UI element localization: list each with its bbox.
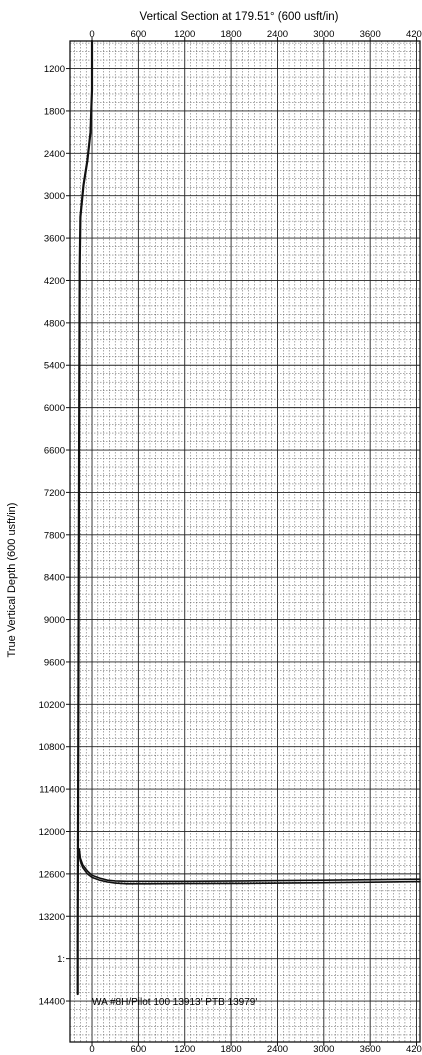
x-tick-label-top: 4200	[406, 29, 422, 40]
y-tick-label: 13200	[39, 912, 65, 923]
y-tick-label: 9000	[44, 615, 65, 626]
x-tick-label-bottom: 1800	[221, 1044, 242, 1055]
axis-ticks	[66, 37, 418, 1046]
y-tick-label: 5400	[44, 361, 65, 372]
plot-grid	[70, 41, 420, 1042]
y-tick-label: 11400	[39, 785, 65, 796]
x-tick-label-top: 600	[130, 29, 146, 40]
y-tick-label: 8400	[44, 573, 65, 584]
y-tick-label: 9600	[44, 657, 65, 668]
plot-frame	[69, 40, 421, 1043]
y-axis-label: True Vertical Depth (600 usft/in)	[6, 503, 18, 658]
y-tick-label: 1200	[44, 64, 65, 75]
x-tick-label-bottom: 600	[130, 1044, 146, 1055]
well-annotation: WA #8H/Pilot 100 13913' PTB 13979'	[92, 997, 257, 1008]
x-tick-label-bottom: 3000	[313, 1044, 334, 1055]
x-tick-label-bottom: 4200	[406, 1044, 422, 1055]
y-tick-label: 6000	[44, 403, 65, 414]
x-tick-label-bottom: 0	[89, 1044, 94, 1055]
y-tick-label: 14400	[39, 997, 65, 1008]
x-tick-label-top: 3000	[313, 29, 334, 40]
wellbore-path-2	[78, 851, 421, 885]
y-tick-label: 12000	[39, 827, 65, 838]
x-tick-label-top: 3600	[360, 29, 381, 40]
y-tick-label: 3000	[44, 191, 65, 202]
y-tick-label: 10200	[39, 700, 65, 711]
chart-title: Vertical Section at 179.51° (600 usft/in…	[140, 11, 339, 23]
x-tick-label-bottom: 1200	[174, 1044, 195, 1055]
x-tick-label-top: 0	[89, 29, 94, 40]
y-tick-label: 1:	[57, 954, 65, 965]
x-tick-label-top: 1200	[174, 29, 195, 40]
y-tick-label: 12600	[39, 869, 65, 880]
y-tick-label: 1800	[44, 106, 65, 117]
y-tick-label: 3600	[44, 234, 65, 245]
wellbore-path-1	[76, 39, 94, 996]
x-tick-label-top: 2400	[267, 29, 288, 40]
axis-tick-labels: 0 0 600 600 1200 1200 1800 1800 2400 2400 3000 3000…	[39, 29, 422, 1055]
y-tick-label: 4800	[44, 318, 65, 329]
y-tick-label: 4200	[44, 276, 65, 287]
x-tick-label-top: 1800	[221, 29, 242, 40]
y-tick-label: 2400	[44, 149, 65, 160]
series-layer	[76, 39, 421, 996]
y-tick-label: 7200	[44, 488, 65, 499]
wellbore-path-3	[78, 848, 421, 883]
y-tick-label: 10800	[39, 742, 65, 753]
x-tick-label-bottom: 3600	[360, 1044, 381, 1055]
y-tick-label: 7800	[44, 530, 65, 541]
x-tick-label-bottom: 2400	[267, 1044, 288, 1055]
y-tick-label: 6600	[44, 446, 65, 457]
